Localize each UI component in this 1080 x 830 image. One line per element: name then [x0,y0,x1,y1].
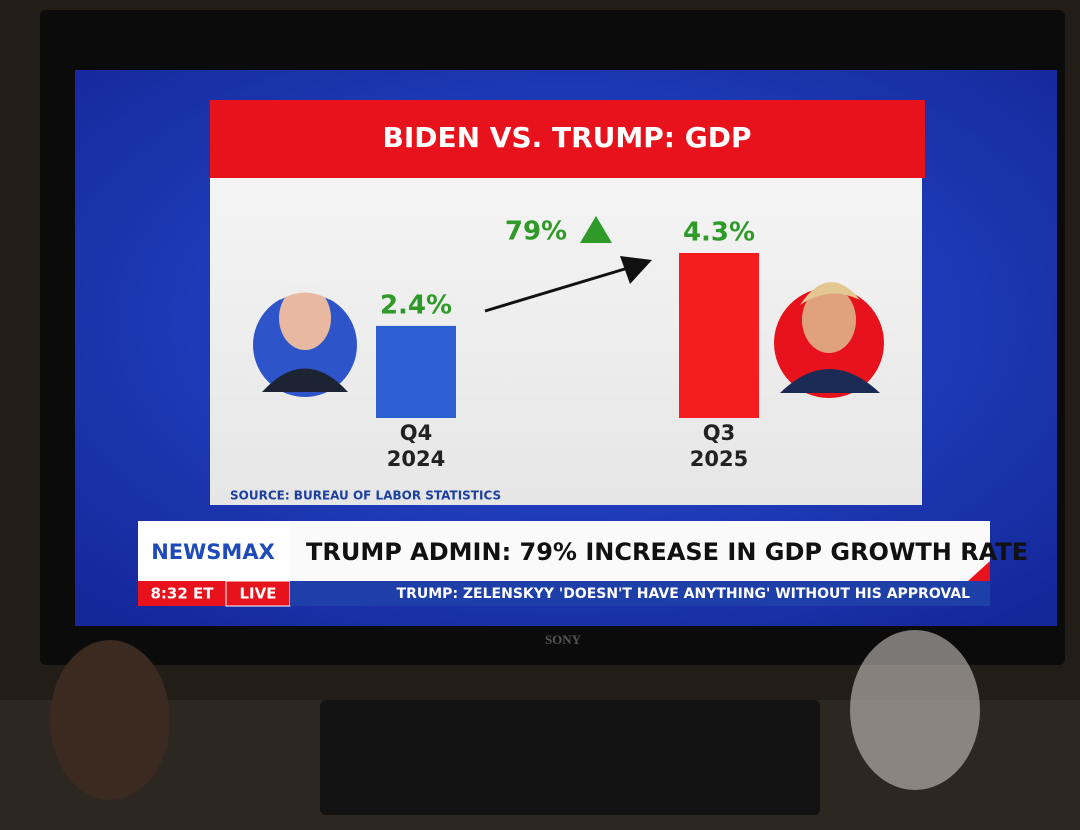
tv-stand [320,700,820,815]
x-tick-label: Q3 2025 [689,421,749,471]
annotation: 79% [505,217,567,247]
portrait-left [253,284,357,397]
up-triangle [580,216,612,243]
decor-santa [850,630,980,790]
portrait-right [774,282,884,398]
arrow-line [484,266,629,313]
decor-reindeer [50,640,170,800]
corner-mark [968,561,990,581]
live: LIVE [240,585,277,603]
headline-box [290,521,990,581]
chart-title: BIDEN VS. TRUMP: GDP [382,121,751,154]
tv-brand: SONY [545,632,582,647]
title-bar [210,100,925,178]
network-logo: NEWSMAX [151,540,275,564]
time-box [138,581,226,606]
value-label: 2.4% [380,290,452,320]
ticker-box [290,581,990,606]
arrow-head [620,256,652,284]
x-tick-label: Q4 2024 [386,421,446,471]
logo-box [138,521,290,581]
source: SOURCE: BUREAU OF LABOR STATISTICS [230,489,501,503]
ticker: TRUMP: ZELENSKYY 'DOESN'T HAVE ANYTHING'… [397,586,971,602]
value-label: 4.3% [683,218,755,248]
time: 8:32 ET [150,585,214,603]
bar [679,253,759,418]
headline: TRUMP ADMIN: 79% INCREASE IN GDP GROWTH … [306,538,1028,566]
bar [376,325,456,418]
